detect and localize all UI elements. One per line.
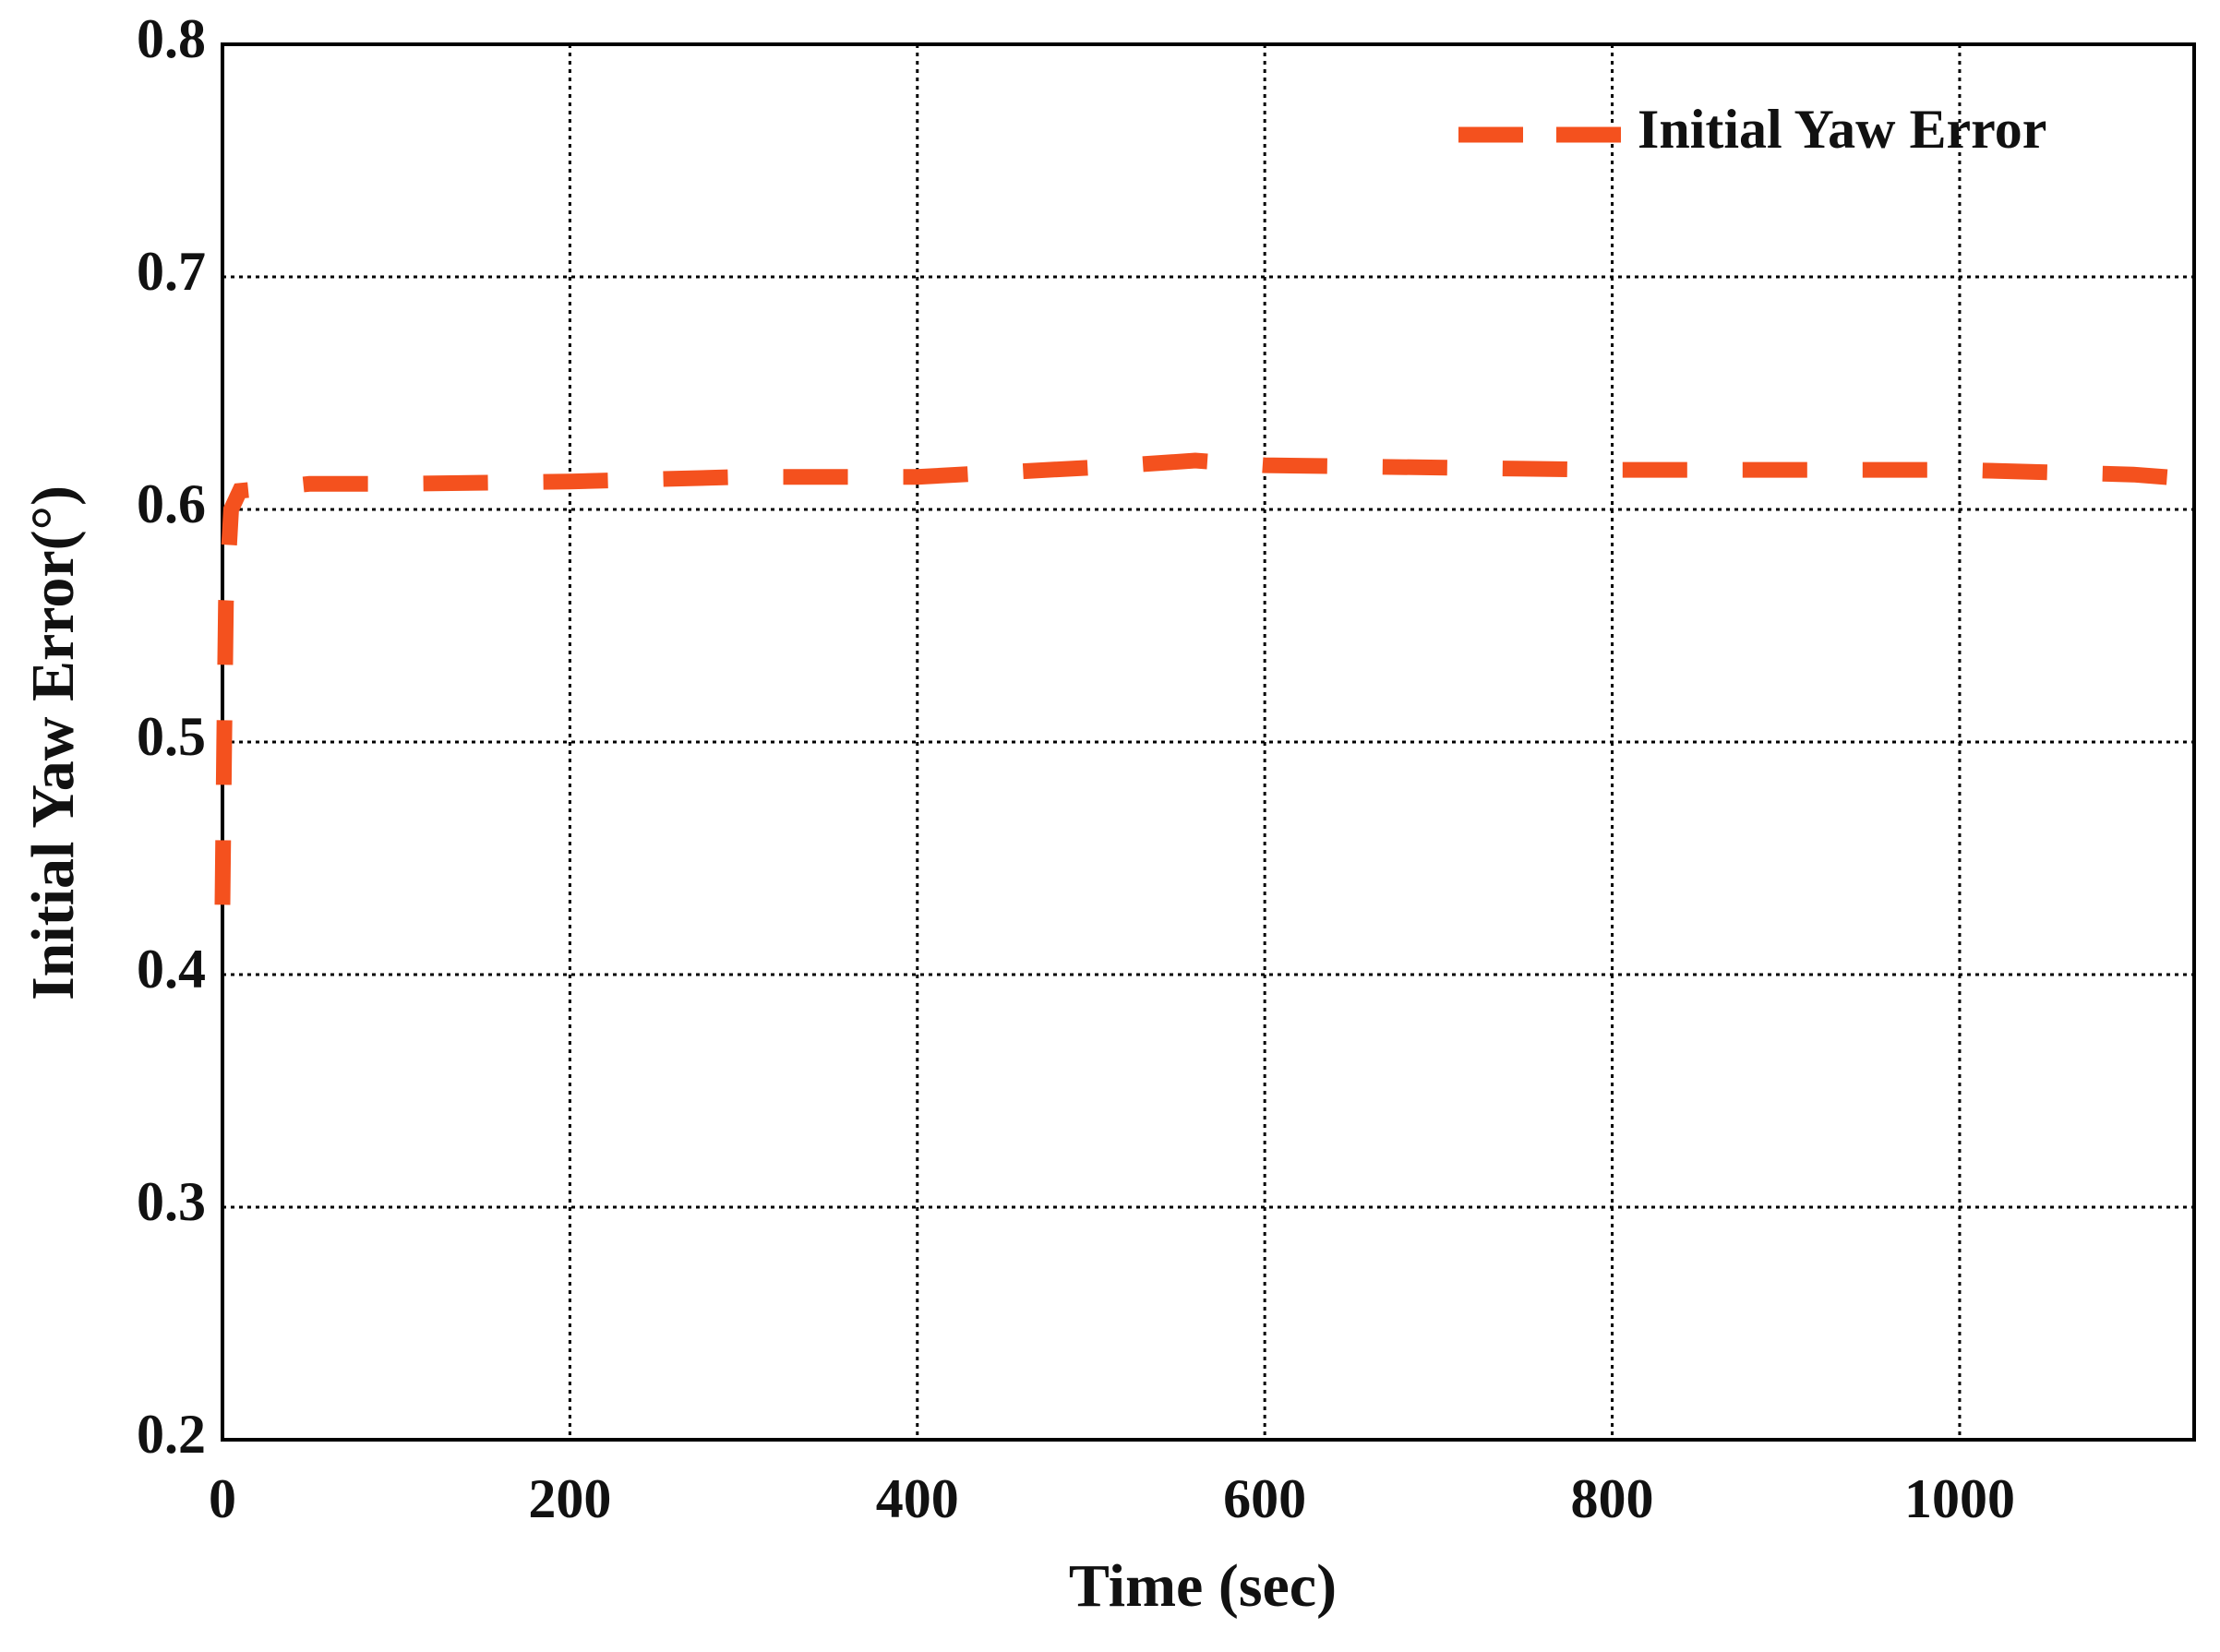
plot-frame [221,42,2196,1442]
x-tick-label: 1000 [1904,1468,2015,1529]
legend-label: Initial Yaw Error [1638,99,2046,160]
y-tick-label: 0.6 [137,473,206,534]
y-tick-label: 0.8 [137,8,206,69]
y-tick-label: 0.4 [137,939,206,1000]
x-tick-label: 400 [876,1468,959,1529]
data-line [214,452,2195,905]
y-tick-label: 0.5 [137,706,206,767]
y-axis-label: Initial Yaw Error(°) [19,485,87,1000]
y-tick-label: 0.7 [137,241,206,302]
x-tick-label: 600 [1223,1468,1306,1529]
x-tick-label: 200 [528,1468,611,1529]
x-axis-label: Time (sec) [1069,1552,1337,1620]
x-tick-label: 0 [209,1468,236,1529]
y-tick-label: 0.2 [137,1404,206,1465]
y-tick-label: 0.3 [137,1171,206,1232]
x-tick-label: 800 [1571,1468,1654,1529]
